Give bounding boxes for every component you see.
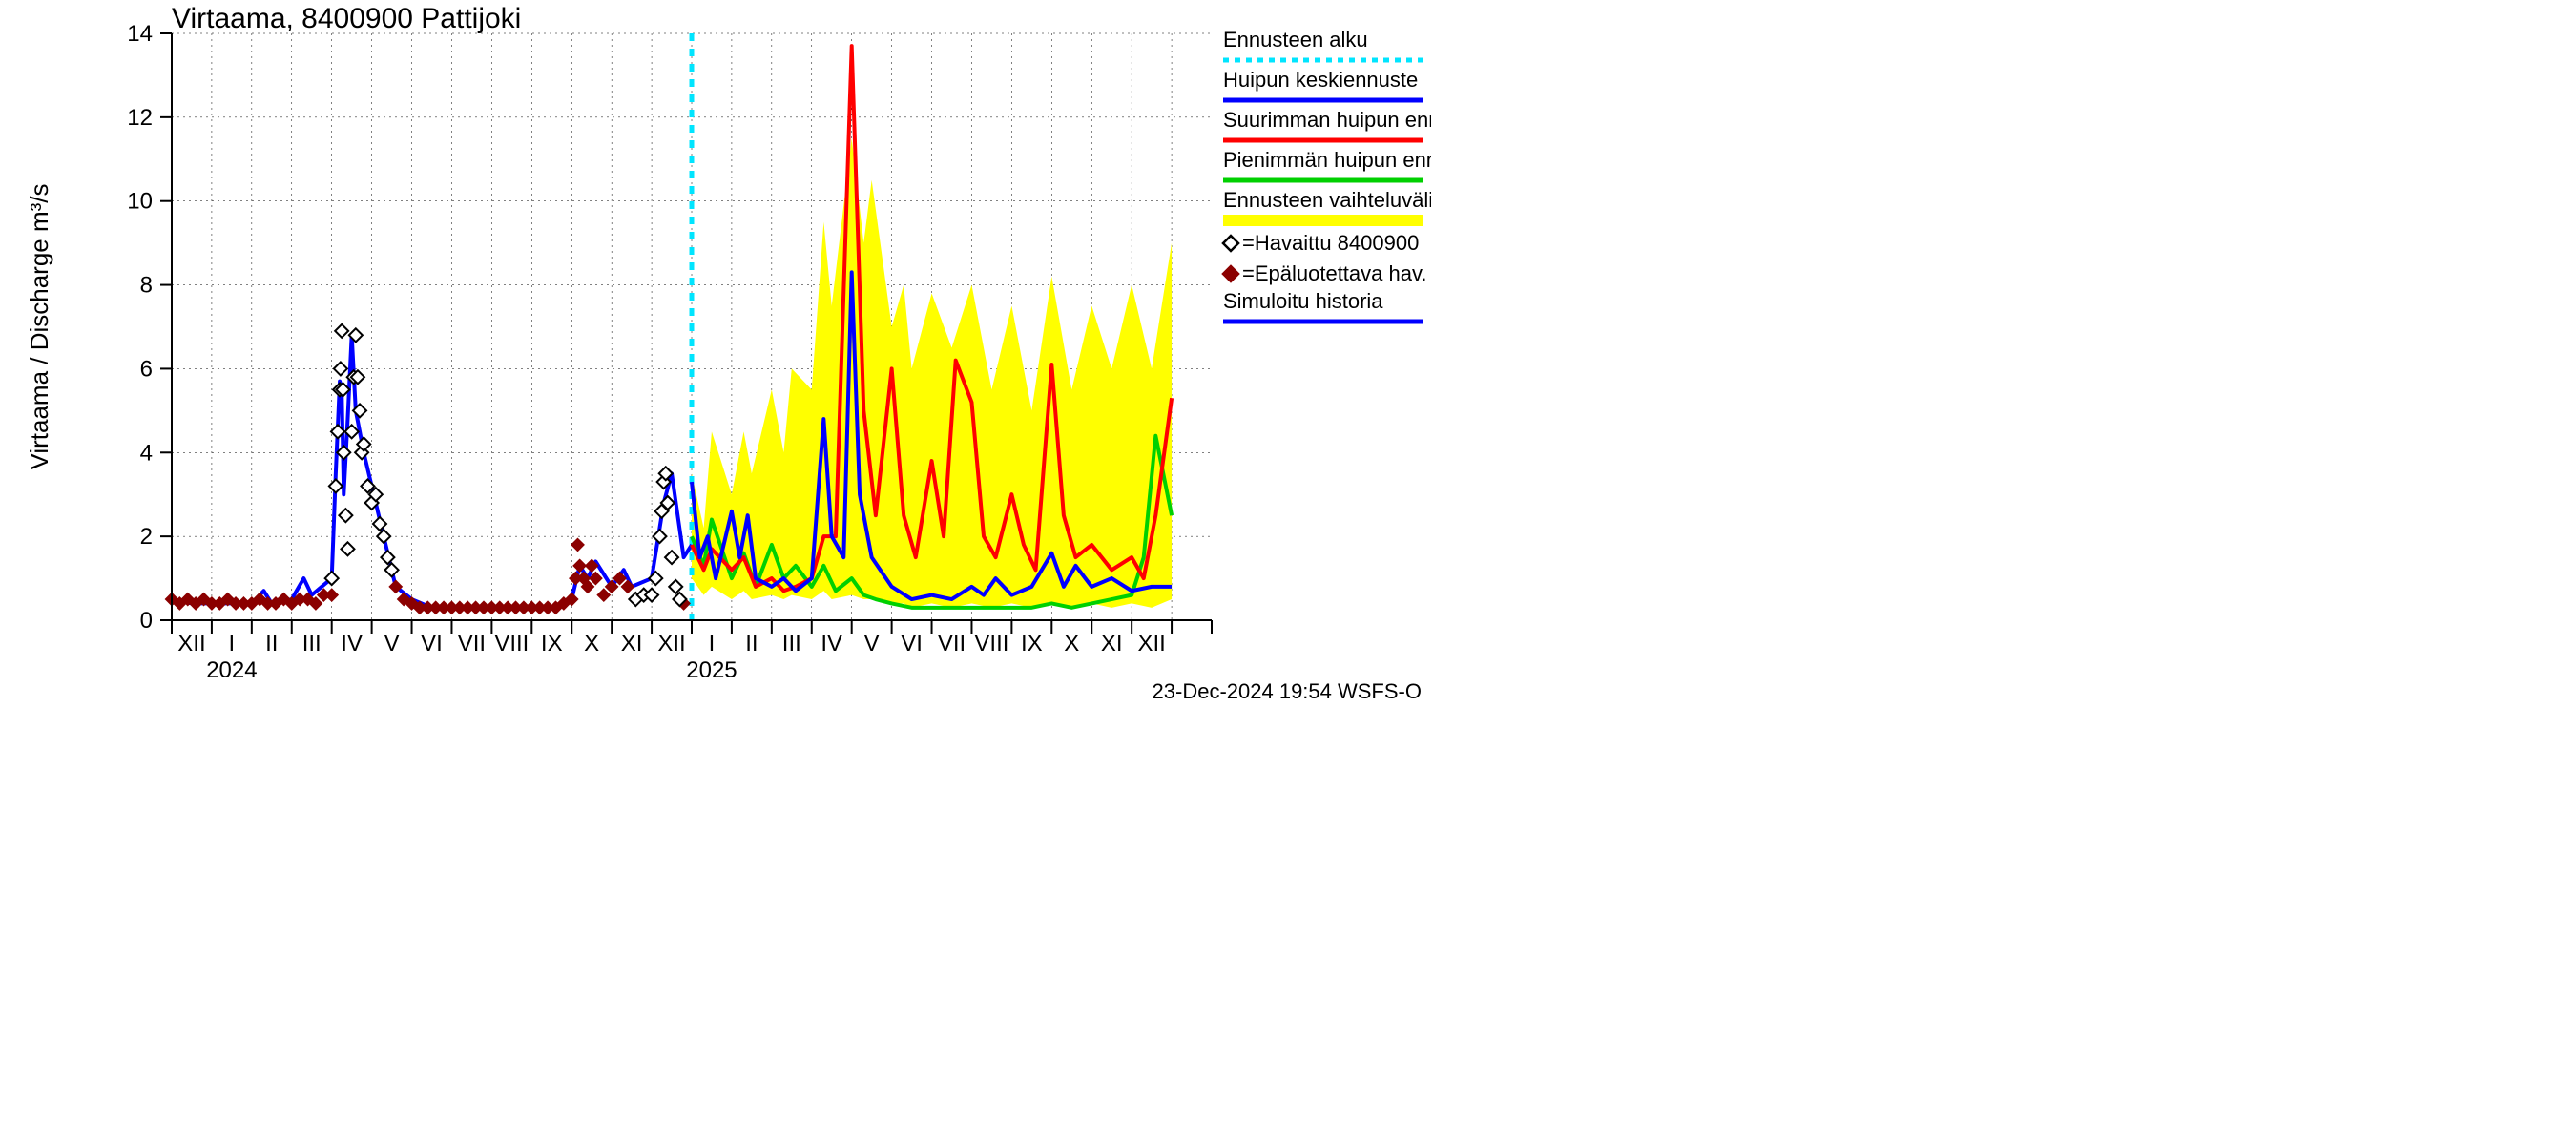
svg-text:IX: IX [1021,631,1043,656]
svg-text:=Havaittu 8400900: =Havaittu 8400900 [1242,231,1419,255]
svg-text:II: II [265,631,278,656]
svg-text:I: I [709,631,716,656]
svg-text:IV: IV [821,631,842,656]
svg-text:14: 14 [127,21,153,47]
svg-text:12: 12 [127,105,153,131]
svg-text:XI: XI [1101,631,1123,656]
svg-text:Ennusteen vaihteluväli: Ennusteen vaihteluväli [1223,188,1431,212]
chart-title: Virtaama, 8400900 Pattijoki [172,3,521,34]
svg-text:Simuloitu historia: Simuloitu historia [1223,289,1383,313]
svg-text:VIII: VIII [974,631,1008,656]
svg-text:VII: VII [458,631,486,656]
svg-text:IV: IV [341,631,363,656]
svg-text:III: III [302,631,322,656]
timestamp-label: 23-Dec-2024 19:54 WSFS-O [1153,679,1422,703]
svg-text:V: V [384,631,400,656]
svg-text:Suurimman huipun ennuste: Suurimman huipun ennuste [1223,108,1431,132]
svg-text:XII: XII [177,631,205,656]
svg-text:2025: 2025 [686,657,737,683]
svg-text:X: X [584,631,599,656]
svg-text:XII: XII [1137,631,1165,656]
svg-text:VI: VI [901,631,923,656]
svg-text:10: 10 [127,189,153,215]
svg-text:X: X [1064,631,1079,656]
svg-text:6: 6 [140,356,153,382]
svg-text:Ennusteen alku: Ennusteen alku [1223,28,1368,52]
svg-text:Huipun keskiennuste: Huipun keskiennuste [1223,68,1418,92]
y-axis-label: Virtaama / Discharge m³/s [25,183,53,469]
svg-text:II: II [745,631,758,656]
svg-text:III: III [782,631,801,656]
svg-text:2024: 2024 [206,657,257,683]
svg-text:VII: VII [938,631,966,656]
svg-text:Pienimmän huipun ennuste: Pienimmän huipun ennuste [1223,148,1431,172]
svg-text:=Epäluotettava hav.: =Epäluotettava hav. [1242,261,1426,285]
svg-text:V: V [864,631,880,656]
svg-text:IX: IX [541,631,563,656]
chart-container: 02468101214XIIIIIIIIIVVVIVIIVIIIIXXXIXII… [0,0,1431,716]
svg-text:I: I [229,631,236,656]
discharge-chart: 02468101214XIIIIIIIIIVVVIVIIVIIIIXXXIXII… [0,0,1431,716]
svg-text:VIII: VIII [494,631,529,656]
svg-text:2: 2 [140,524,153,550]
svg-text:XII: XII [657,631,685,656]
svg-text:VI: VI [421,631,443,656]
svg-text:4: 4 [140,440,153,466]
svg-text:8: 8 [140,273,153,299]
svg-text:XI: XI [621,631,643,656]
svg-text:0: 0 [140,608,153,634]
